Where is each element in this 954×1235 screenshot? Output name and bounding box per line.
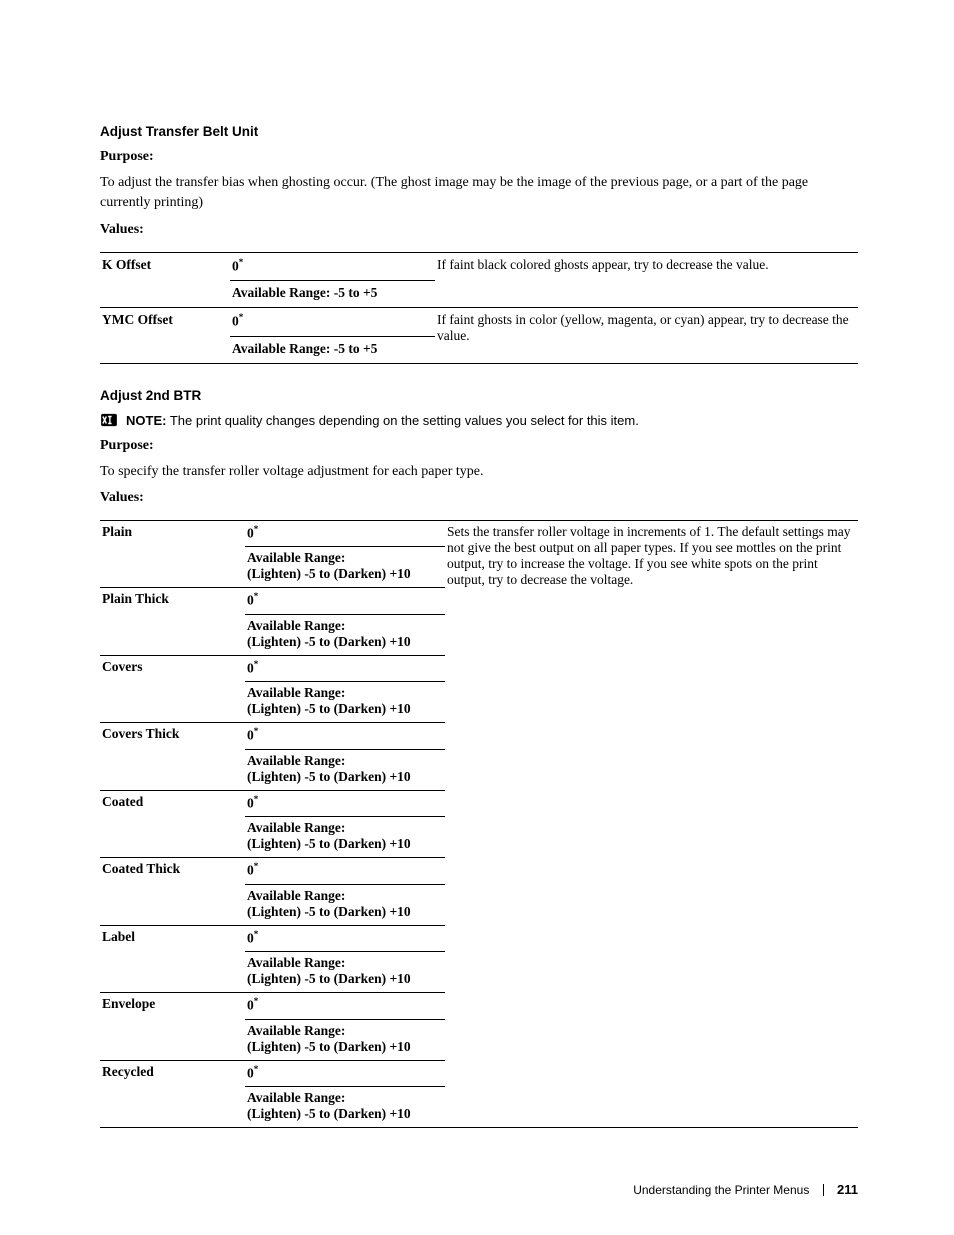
paper-type-default: 0* <box>245 588 445 615</box>
paper-type-default: 0* <box>245 858 445 885</box>
footer-divider <box>823 1184 824 1196</box>
paper-type-name: Covers <box>100 655 245 682</box>
paper-type-range: Available Range:(Lighten) -5 to (Darken)… <box>245 547 445 588</box>
section2-heading: Adjust 2nd BTR <box>100 388 858 403</box>
values-label-2: Values: <box>100 490 858 506</box>
footer-page-number: 211 <box>837 1182 858 1197</box>
paper-type-name-blank <box>100 884 245 925</box>
paper-type-name-blank <box>100 749 245 790</box>
paper-type-name: Envelope <box>100 993 245 1020</box>
paper-type-range: Available Range:(Lighten) -5 to (Darken)… <box>245 1087 445 1128</box>
row0-name-blank <box>100 281 230 308</box>
paper-type-name: Coated <box>100 790 245 817</box>
paper-type-range: Available Range:(Lighten) -5 to (Darken)… <box>245 749 445 790</box>
paper-type-range: Available Range:(Lighten) -5 to (Darken)… <box>245 884 445 925</box>
paper-type-default: 0* <box>245 520 445 547</box>
purpose-label-1: Purpose: <box>100 149 858 165</box>
paper-type-range: Available Range:(Lighten) -5 to (Darken)… <box>245 682 445 723</box>
paper-type-name-blank <box>100 1019 245 1060</box>
row1-desc: If faint ghosts in color (yellow, magent… <box>435 308 858 364</box>
paper-type-name-blank <box>100 682 245 723</box>
row1-range: Available Range: -5 to +5 <box>230 336 435 363</box>
paper-type-name: Covers Thick <box>100 723 245 750</box>
paper-type-default: 0* <box>245 790 445 817</box>
paper-type-range: Available Range:(Lighten) -5 to (Darken)… <box>245 614 445 655</box>
row1-name: YMC Offset <box>100 308 230 337</box>
paper-type-default: 0* <box>245 655 445 682</box>
paper-type-default: 0* <box>245 1060 445 1087</box>
purpose-text-1: To adjust the transfer bias when ghostin… <box>100 173 858 214</box>
values-label-1: Values: <box>100 222 858 238</box>
transfer-belt-table: K Offset 0* If faint black colored ghost… <box>100 252 858 364</box>
paper-type-default: 0* <box>245 925 445 952</box>
paper-type-name-blank <box>100 547 245 588</box>
row1-default: 0* <box>230 308 435 337</box>
paper-type-range: Available Range:(Lighten) -5 to (Darken)… <box>245 952 445 993</box>
paper-type-range: Available Range:(Lighten) -5 to (Darken)… <box>245 1019 445 1060</box>
paper-type-name-blank <box>100 614 245 655</box>
paper-type-name: Label <box>100 925 245 952</box>
paper-type-name-blank <box>100 952 245 993</box>
purpose-label-2: Purpose: <box>100 438 858 454</box>
btr-table: Plain0*Sets the transfer roller voltage … <box>100 520 858 1129</box>
paper-type-default: 0* <box>245 723 445 750</box>
paper-type-range: Available Range:(Lighten) -5 to (Darken)… <box>245 817 445 858</box>
paper-type-name: Recycled <box>100 1060 245 1087</box>
page-footer: Understanding the Printer Menus 211 <box>633 1182 858 1197</box>
paper-type-name: Plain Thick <box>100 588 245 615</box>
paper-type-default: 0* <box>245 993 445 1020</box>
row0-default: 0* <box>230 252 435 281</box>
purpose-text-2: To specify the transfer roller voltage a… <box>100 462 858 482</box>
row0-desc: If faint black colored ghosts appear, tr… <box>435 252 858 308</box>
row1-name-blank <box>100 336 230 363</box>
note-text: NOTE: The print quality changes dependin… <box>126 413 639 428</box>
section1-heading: Adjust Transfer Belt Unit <box>100 124 858 139</box>
row0-range: Available Range: -5 to +5 <box>230 281 435 308</box>
paper-type-name-blank <box>100 1087 245 1128</box>
btr-description: Sets the transfer roller voltage in incr… <box>445 520 858 1128</box>
paper-type-name: Coated Thick <box>100 858 245 885</box>
row0-name: K Offset <box>100 252 230 281</box>
paper-type-name: Plain <box>100 520 245 547</box>
footer-chapter: Understanding the Printer Menus <box>633 1183 809 1197</box>
paper-type-name-blank <box>100 817 245 858</box>
note-icon <box>100 413 118 427</box>
